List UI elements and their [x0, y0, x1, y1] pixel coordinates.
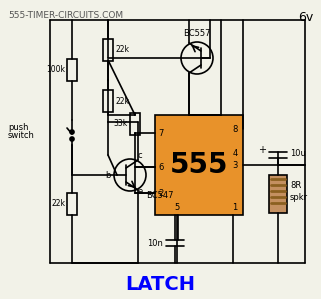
Text: 6: 6: [158, 162, 164, 172]
Text: 8R: 8R: [290, 181, 301, 190]
Text: c: c: [138, 152, 143, 161]
Text: push: push: [8, 123, 29, 132]
Text: 22k: 22k: [51, 199, 65, 208]
Text: 100k: 100k: [46, 65, 65, 74]
Text: spkr: spkr: [290, 193, 308, 202]
Text: BC547: BC547: [146, 190, 173, 199]
Text: BC557: BC557: [183, 29, 211, 38]
Text: 1: 1: [232, 202, 238, 211]
Bar: [130, 113, 140, 135]
Text: switch: switch: [8, 132, 35, 141]
Bar: [155, 115, 243, 215]
Text: 10n: 10n: [147, 239, 163, 248]
Text: +: +: [258, 145, 266, 155]
Text: 22k: 22k: [115, 97, 129, 106]
Text: 555-TIMER-CIRCUITS.COM: 555-TIMER-CIRCUITS.COM: [8, 11, 123, 20]
Text: 33k: 33k: [114, 120, 128, 129]
Bar: [103, 39, 113, 61]
Text: LATCH: LATCH: [125, 275, 195, 295]
Text: 10u: 10u: [290, 150, 306, 158]
Text: 5: 5: [174, 202, 180, 211]
Circle shape: [70, 130, 74, 134]
Bar: [67, 193, 77, 215]
Text: 22k: 22k: [115, 45, 129, 54]
Text: 8: 8: [232, 124, 238, 133]
Text: 7: 7: [158, 129, 164, 138]
Bar: [67, 59, 77, 81]
Text: 6v: 6v: [298, 11, 313, 24]
Text: 2: 2: [158, 188, 164, 198]
Circle shape: [114, 159, 146, 191]
Text: e: e: [138, 187, 143, 196]
Bar: [103, 90, 113, 112]
Text: b: b: [106, 170, 111, 179]
Circle shape: [70, 137, 74, 141]
Text: 4: 4: [232, 149, 238, 158]
Text: 555: 555: [170, 151, 228, 179]
Text: 3: 3: [232, 161, 238, 170]
Bar: [269, 175, 287, 213]
Circle shape: [181, 42, 213, 74]
